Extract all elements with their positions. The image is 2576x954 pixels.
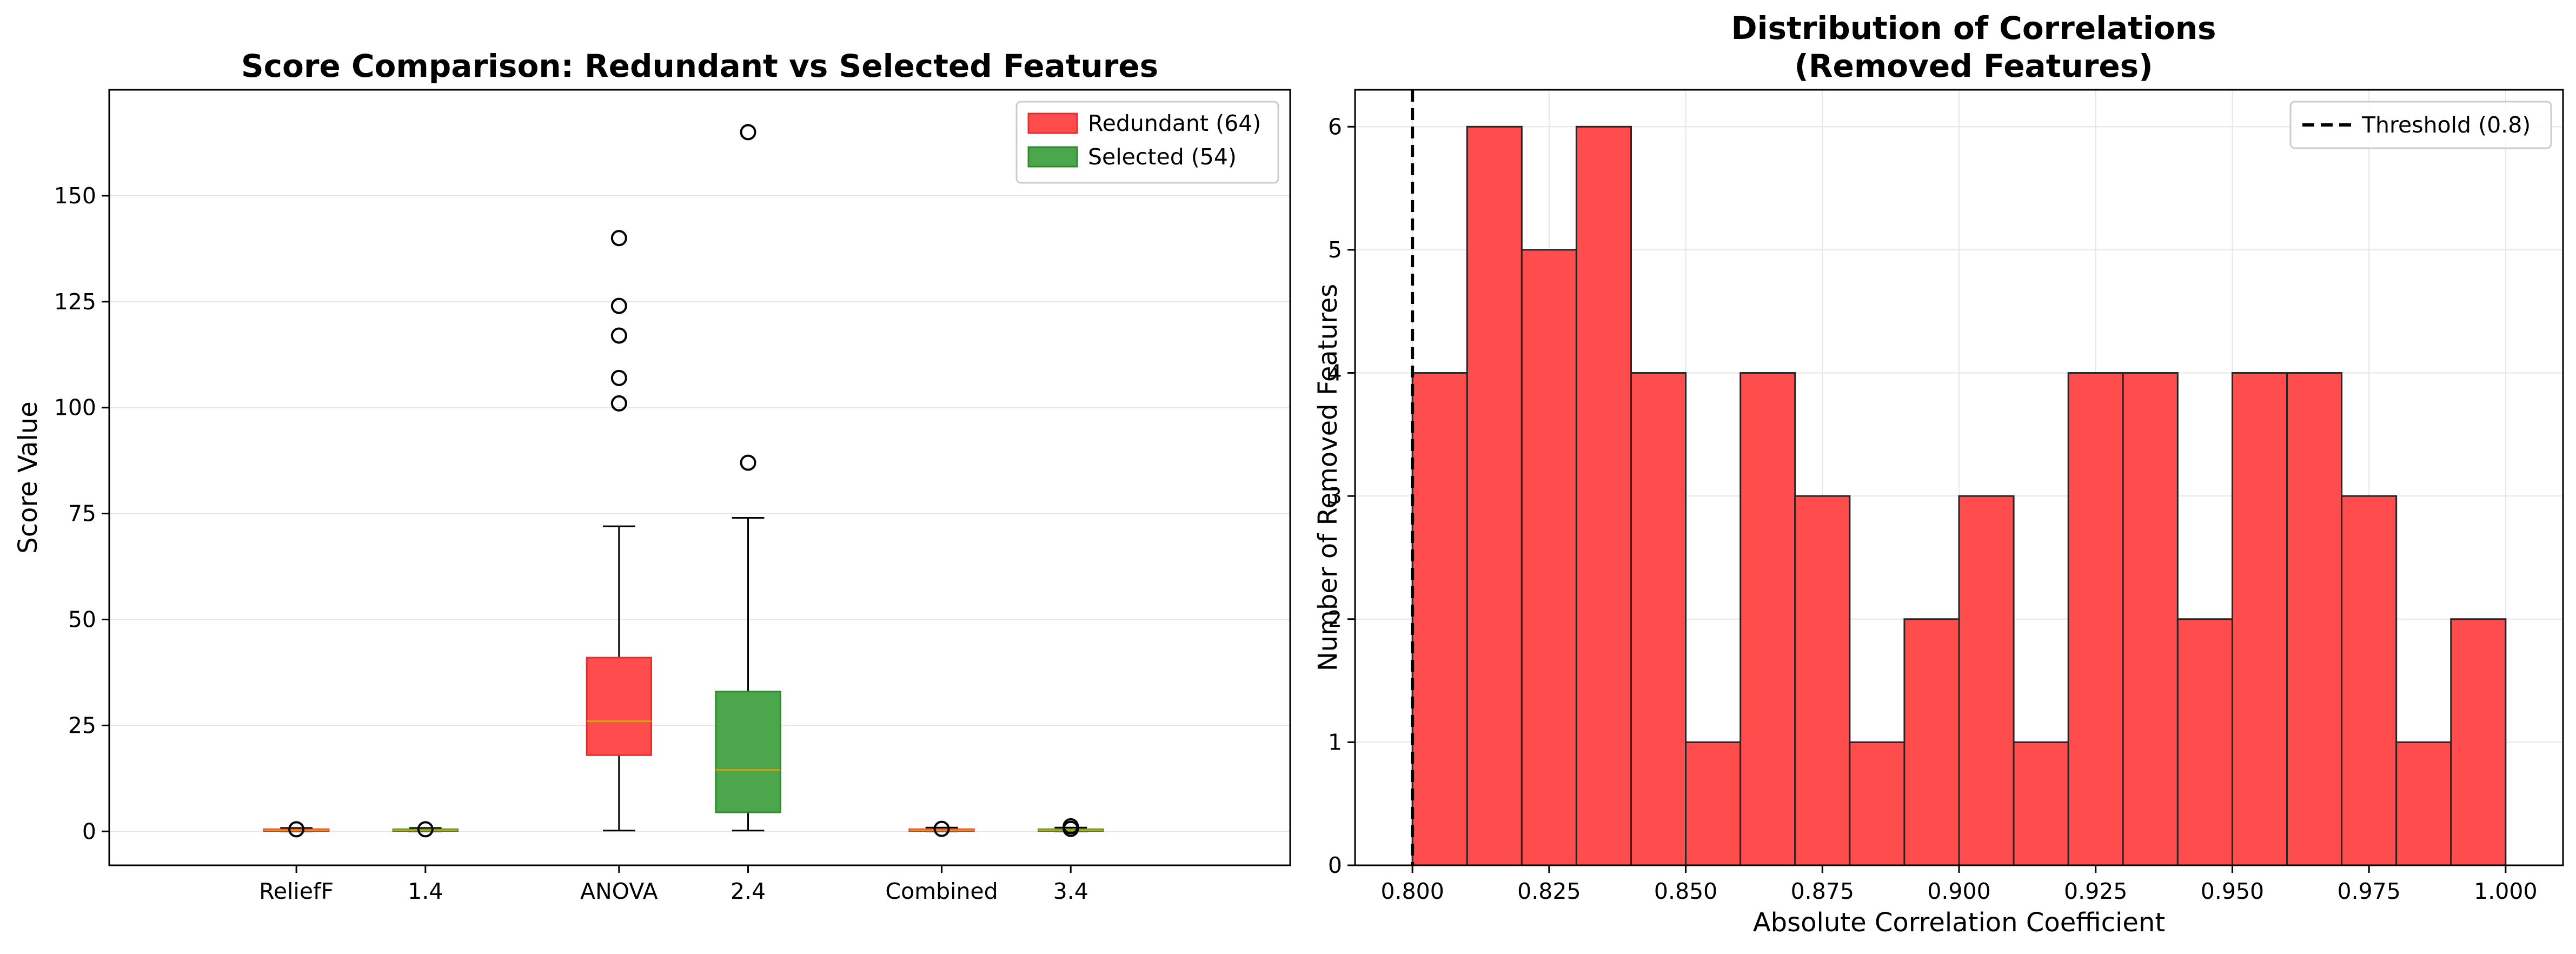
y-tick-label: 150 [54, 183, 96, 209]
y-tick-label: 0 [82, 818, 96, 844]
histogram-bar [1740, 372, 1796, 866]
outlier-point [288, 821, 305, 838]
histogram-bar [2286, 372, 2343, 866]
outlier-point [610, 297, 627, 314]
boxplot-y-axis-label: Score Value [13, 401, 43, 554]
outlier-point [610, 327, 627, 344]
x-tick-label: 0.875 [1791, 878, 1854, 904]
legend-swatch [1027, 112, 1078, 134]
histogram-bar [1575, 125, 1632, 866]
boxplot-x-ticks: ReliefF 1.4 ANOVA 2.4 Combined 3.4 [259, 865, 1088, 904]
boxplot-title: Score Comparison: Redundant vs Selected … [241, 48, 1158, 84]
x-tick-label: Combined [885, 878, 998, 904]
histogram-bar [2013, 741, 2069, 866]
y-tick-label: 0 [1328, 852, 1342, 878]
outlier-point [1063, 818, 1079, 834]
histogram-bar [2067, 372, 2124, 866]
histogram-bar [1685, 741, 1742, 866]
boxplot-axes-frame [108, 89, 1291, 866]
x-tick-label: 3.4 [1053, 878, 1088, 904]
outlier-point [610, 369, 627, 386]
histogram-legend: Threshold (0.8) [2289, 101, 2552, 149]
histogram-bar [1903, 618, 1960, 866]
y-tick-label: 1 [1328, 729, 1342, 755]
histogram-bar [2395, 741, 2452, 866]
histogram-y-axis-label: Number of Removed Features [1313, 284, 1343, 672]
outlier-point [933, 820, 950, 837]
x-tick-label: 0.975 [2337, 878, 2400, 904]
histogram-bars [1411, 125, 2507, 866]
y-tick-label: 6 [1328, 114, 1342, 140]
box [715, 691, 781, 813]
box [586, 657, 652, 756]
y-tick-label: 4 [1328, 360, 1342, 386]
y-tick-label: 25 [68, 712, 96, 738]
legend-entry: Selected (54) [1088, 144, 1237, 170]
y-tick-label: 2 [1328, 606, 1342, 632]
x-tick-label: 0.800 [1380, 878, 1444, 904]
histogram-bar [1521, 249, 1577, 866]
boxplot-marks [263, 124, 1104, 838]
x-tick-label: 1.4 [408, 878, 443, 904]
x-tick-label: 0.850 [1654, 878, 1717, 904]
x-tick-label: 0.950 [2201, 878, 2264, 904]
histogram-title-line-1: Distribution of Correlations [1731, 10, 2216, 47]
x-tick-label: 0.925 [2064, 878, 2127, 904]
x-tick-label: ReliefF [259, 878, 334, 904]
x-tick-label: 0.900 [1927, 878, 1990, 904]
outlier-point [740, 124, 756, 141]
y-tick-label: 5 [1328, 237, 1342, 263]
boxplot-chart: Score Comparison: Redundant vs Selected … [13, 48, 1291, 904]
histogram-bar [1466, 125, 1523, 866]
y-tick-label: 125 [54, 289, 96, 315]
legend-entry: Redundant (64) [1088, 110, 1261, 136]
y-tick-label: 3 [1328, 483, 1342, 509]
histogram-chart: Distribution of Correlations (Removed Fe… [1313, 10, 2564, 938]
histogram-bar [2341, 495, 2398, 866]
histogram-bar [1849, 741, 1906, 866]
histogram-bar [2231, 372, 2288, 866]
outlier-point [610, 395, 627, 412]
legend-box [2289, 101, 2552, 149]
y-tick-label: 100 [54, 395, 96, 421]
x-tick-label: 1.000 [2474, 878, 2537, 904]
histogram-bar [1411, 372, 1468, 866]
outlier-point [610, 230, 627, 247]
histogram-bar [1630, 372, 1687, 866]
x-tick-label: 0.825 [1517, 878, 1581, 904]
histogram-bar [2450, 618, 2507, 866]
histogram-bar [2122, 372, 2179, 866]
legend-entry: Threshold (0.8) [2361, 112, 2531, 138]
histogram-bar [1794, 495, 1851, 866]
histogram-x-ticks: 0.800 0.825 0.850 0.875 0.900 0.925 0.950 0.975… [1380, 865, 2538, 904]
boxplot-legend: Redundant (64) Selected (54) [1015, 101, 1279, 184]
legend-swatch [1027, 146, 1078, 168]
boxplot-y-ticks: 0 25 50 75 100 125 150 [54, 183, 109, 844]
legend-box [1015, 101, 1279, 184]
y-tick-label: 50 [68, 607, 96, 633]
x-tick-label: ANOVA [580, 878, 658, 904]
histogram-bar [2176, 618, 2233, 866]
histogram-y-ticks: 0 1 2 3 4 5 6 [1328, 114, 1355, 878]
histogram-bar [1958, 495, 2015, 866]
x-tick-label: 2.4 [731, 878, 766, 904]
boxplot-gridlines [109, 195, 1290, 832]
outlier-point [417, 821, 434, 838]
histogram-x-axis-label: Absolute Correlation Coefficient [1753, 907, 2165, 938]
outlier-point [740, 454, 756, 471]
y-tick-label: 75 [68, 501, 96, 527]
histogram-title-line-2: (Removed Features) [1794, 48, 2153, 84]
